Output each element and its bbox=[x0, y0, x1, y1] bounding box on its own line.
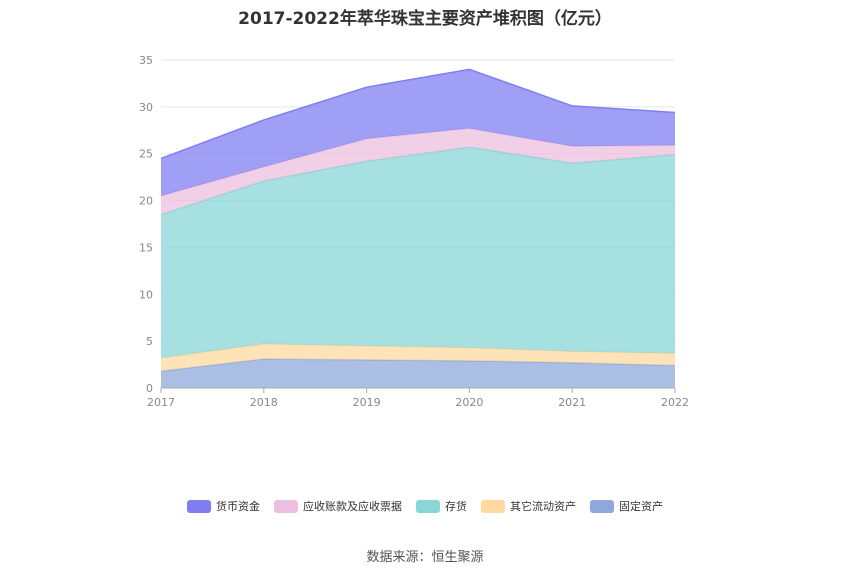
x-tick-label: 2017 bbox=[147, 396, 175, 409]
legend-label: 其它流动资产 bbox=[510, 500, 576, 513]
x-tick-label: 2020 bbox=[455, 396, 483, 409]
x-tick-label: 2021 bbox=[558, 396, 586, 409]
axes: 0 5 10 15 20 25 30 35 2017 2018 2019 2020 2021 2022 bbox=[139, 54, 689, 409]
y-tick-label: 5 bbox=[146, 335, 153, 348]
legend-label: 存货 bbox=[445, 500, 467, 513]
legend-item-other-current-assets[interactable]: 其它流动资产 bbox=[481, 498, 576, 514]
x-tick-label: 2019 bbox=[353, 396, 381, 409]
legend-label: 应收账款及应收票据 bbox=[303, 500, 402, 513]
legend-swatch bbox=[481, 499, 505, 513]
legend-label: 货币资金 bbox=[216, 500, 260, 513]
legend-swatch bbox=[416, 499, 440, 513]
stacked-area-chart: 0 5 10 15 20 25 30 35 2017 2018 2019 2020 2021 2022 bbox=[139, 54, 689, 409]
series-area-存货[interactable] bbox=[161, 147, 675, 359]
series-line-货币资金 bbox=[160, 68, 676, 160]
y-tick-label: 25 bbox=[139, 148, 153, 161]
y-tick-label: 15 bbox=[139, 241, 153, 254]
legend-item-receivables[interactable]: 应收账款及应收票据 bbox=[274, 498, 402, 514]
y-tick-label: 30 bbox=[139, 101, 153, 114]
legend-item-inventory[interactable]: 存货 bbox=[416, 498, 467, 514]
series-area-货币资金[interactable] bbox=[161, 69, 675, 196]
y-tick-label: 0 bbox=[146, 382, 153, 395]
legend-label: 固定资产 bbox=[619, 500, 663, 513]
y-tick-label: 35 bbox=[139, 54, 153, 67]
legend-swatch bbox=[274, 499, 298, 513]
data-source-note: 数据来源：恒生聚源 bbox=[366, 550, 484, 565]
legend: 货币资金 应收账款及应收票据 存货 其它流动资产 固定资产 bbox=[0, 498, 850, 514]
legend-swatch bbox=[187, 499, 211, 513]
y-tick-label: 10 bbox=[139, 288, 153, 301]
chart-title: 2017-2022年萃华珠宝主要资产堆积图（亿元） bbox=[238, 9, 612, 29]
legend-item-fixed-assets[interactable]: 固定资产 bbox=[590, 498, 663, 514]
series-areas bbox=[160, 68, 676, 388]
legend-swatch bbox=[590, 499, 614, 513]
legend-item-cash[interactable]: 货币资金 bbox=[187, 498, 260, 514]
y-tick-label: 20 bbox=[139, 195, 153, 208]
series-area-应收账款及应收票据[interactable] bbox=[161, 128, 675, 215]
x-tick-label: 2018 bbox=[250, 396, 278, 409]
x-tick-label: 2022 bbox=[661, 396, 689, 409]
series-area-固定资产[interactable] bbox=[161, 358, 675, 388]
